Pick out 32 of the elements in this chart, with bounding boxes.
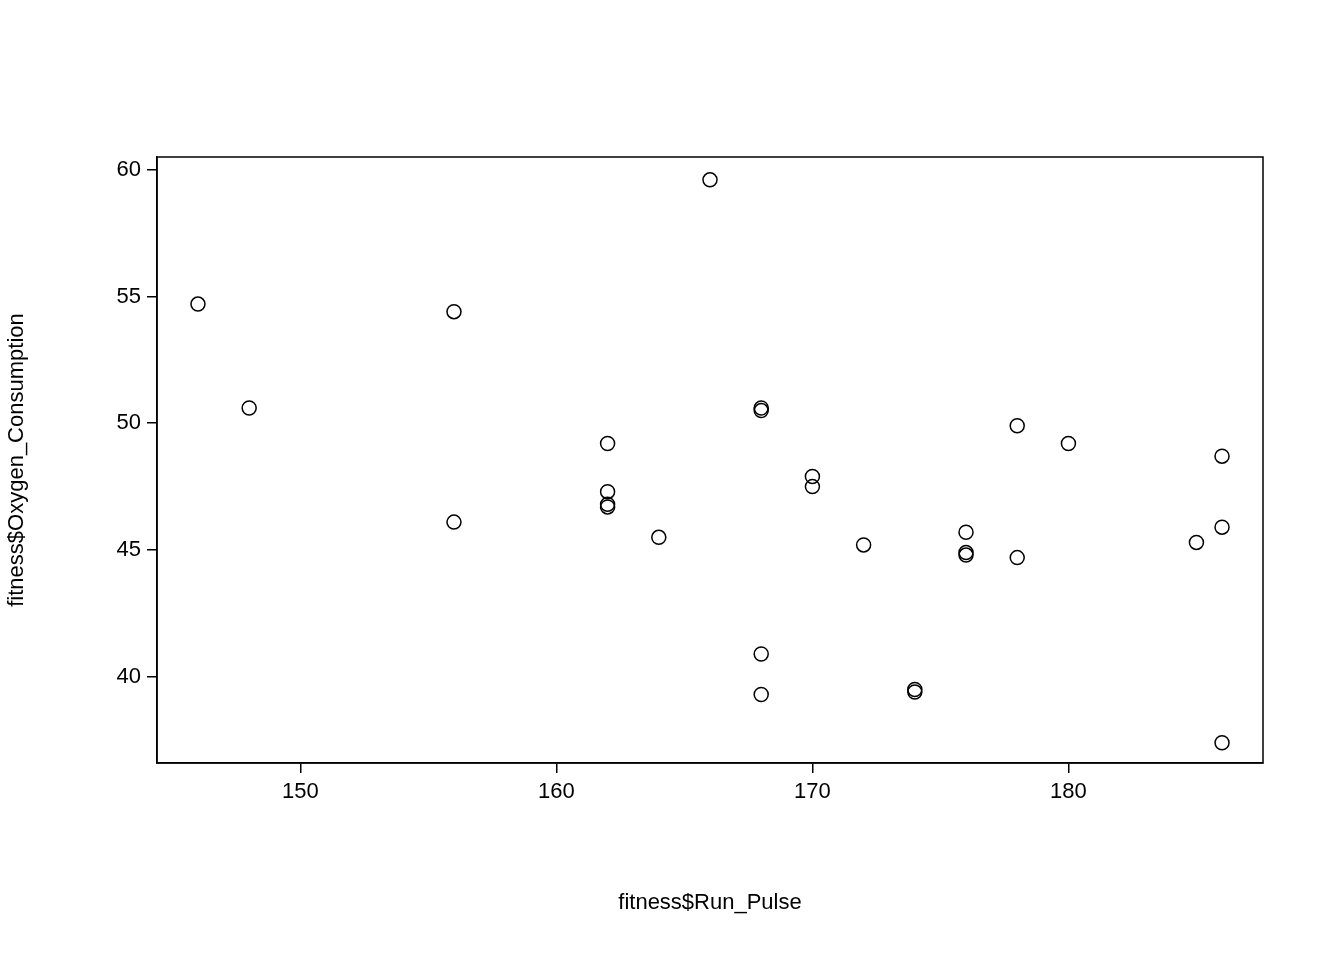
- point: [1009, 418, 1025, 434]
- point: [1060, 435, 1077, 452]
- point: [753, 686, 769, 703]
- point: [804, 478, 821, 495]
- point: [958, 524, 974, 541]
- point: [599, 483, 616, 500]
- point: [446, 303, 462, 320]
- point: [702, 172, 718, 188]
- point: [753, 646, 769, 662]
- point: [804, 468, 821, 485]
- point: [241, 400, 257, 416]
- point: [1214, 734, 1230, 751]
- x-axis-title: fitness$Run_Pulse: [618, 888, 802, 914]
- point: [855, 537, 872, 553]
- y-tick-label: 60: [116, 155, 141, 181]
- point: [1214, 448, 1230, 464]
- point: [446, 514, 462, 530]
- y-axis-title: fitness$Oxygen_Consumption: [3, 313, 29, 607]
- point: [1214, 519, 1230, 535]
- x-tick-label: 160: [538, 778, 575, 804]
- x-tick-label: 170: [794, 778, 831, 804]
- y-tick-label: 50: [116, 409, 141, 435]
- point: [1009, 549, 1025, 566]
- point: [651, 529, 667, 546]
- y-tick-label: 45: [116, 536, 141, 562]
- point: [599, 435, 616, 452]
- point: [1188, 534, 1205, 551]
- x-tick-label: 180: [1050, 778, 1087, 804]
- x-tick-label: 150: [282, 778, 319, 804]
- point: [190, 296, 206, 312]
- y-tick-label: 40: [116, 662, 141, 688]
- y-tick-label: 55: [116, 282, 141, 308]
